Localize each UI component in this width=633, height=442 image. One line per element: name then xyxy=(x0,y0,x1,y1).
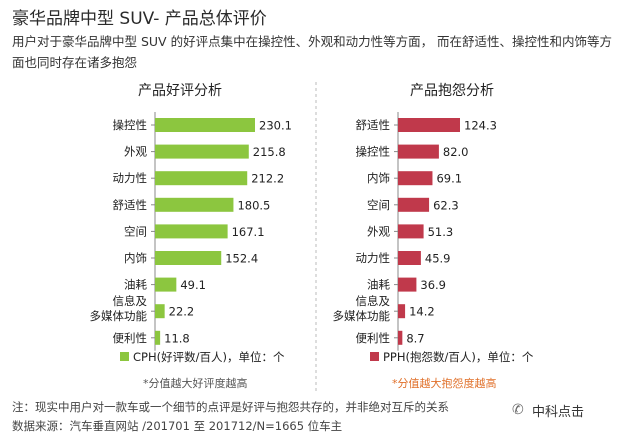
category-label: 空间 xyxy=(124,224,147,238)
chart-footnote: *分值越大好评度越高 xyxy=(143,376,248,390)
wechat-icon: ✆ xyxy=(512,402,524,418)
bar-1-8 xyxy=(398,330,403,345)
bar-1-2 xyxy=(398,171,433,186)
data-label: 62.3 xyxy=(433,198,459,212)
source-text: 数据来源：汽车垂直网站 /201701 至 201712/N=1665 位车主 xyxy=(12,419,343,433)
data-label: 36.9 xyxy=(420,278,446,292)
bar-0-8 xyxy=(155,330,161,345)
category-label: 信息及多媒体功能 xyxy=(90,294,148,323)
category-label: 油耗 xyxy=(367,278,390,292)
data-label: 45.9 xyxy=(425,252,451,266)
data-label: 212.2 xyxy=(251,172,284,186)
data-label: 124.3 xyxy=(464,119,497,133)
data-label: 167.1 xyxy=(232,225,265,239)
category-label: 外观 xyxy=(367,224,390,238)
category-label: 信息及多媒体功能 xyxy=(333,294,391,323)
chart-title: 产品抱怨分析 xyxy=(410,83,494,99)
note-text: 注：现实中用户对一款车或一个细节的点评是好评与抱怨共存的，并非绝对互斥的关系 xyxy=(12,400,449,414)
page-subtitle: 用户对于豪华品牌中型 SUV 的好评点集中在操控性、外观和动力性等方面， 而在舒… xyxy=(12,34,613,70)
category-label: 便利性 xyxy=(356,331,391,345)
category-label: 空间 xyxy=(367,198,390,212)
data-label: 215.8 xyxy=(253,145,286,159)
data-label: 11.8 xyxy=(164,331,190,345)
bar-1-7 xyxy=(398,304,406,319)
data-label: 152.4 xyxy=(225,252,258,266)
watermark: 中科点击 xyxy=(532,405,585,420)
legend-swatch xyxy=(120,352,129,361)
legend-label: CPH(好评数/百人)，单位：个 xyxy=(133,350,285,364)
data-label: 180.5 xyxy=(237,198,270,212)
bar-0-4 xyxy=(155,224,228,239)
chart-footnote: *分值越大抱怨度越高 xyxy=(392,376,497,390)
bar-0-7 xyxy=(155,304,165,319)
data-label: 8.7 xyxy=(406,331,424,345)
bar-0-5 xyxy=(155,251,222,265)
data-label: 14.2 xyxy=(409,305,435,319)
bar-1-1 xyxy=(398,144,439,159)
bar-1-0 xyxy=(398,118,460,132)
category-label: 操控性 xyxy=(356,145,391,159)
bar-1-5 xyxy=(398,251,421,265)
category-label: 便利性 xyxy=(113,331,148,345)
bar-0-6 xyxy=(155,277,177,292)
bar-0-1 xyxy=(155,144,249,159)
category-label: 动力性 xyxy=(113,171,148,185)
bar-0-0 xyxy=(155,118,255,132)
data-label: 69.1 xyxy=(436,172,462,186)
category-label: 内饰 xyxy=(124,251,147,265)
page-title: 豪华品牌中型 SUV- 产品总体评价 xyxy=(12,9,267,29)
legend-swatch xyxy=(370,352,379,361)
data-label: 22.2 xyxy=(169,305,195,319)
legend-label: PPH(抱怨数/百人)，单位：个 xyxy=(383,350,534,364)
data-label: 82.0 xyxy=(443,145,469,159)
bar-1-6 xyxy=(398,277,417,292)
data-label: 51.3 xyxy=(428,225,454,239)
category-label: 动力性 xyxy=(356,251,391,265)
bar-0-3 xyxy=(155,197,234,212)
category-label: 舒适性 xyxy=(356,118,391,132)
category-label: 操控性 xyxy=(113,118,148,132)
chart-title: 产品好评分析 xyxy=(138,83,222,99)
category-label: 外观 xyxy=(124,145,147,159)
data-label: 49.1 xyxy=(180,278,206,292)
category-label: 内饰 xyxy=(367,171,390,185)
data-label: 230.1 xyxy=(259,119,292,133)
bar-1-4 xyxy=(398,224,424,239)
category-label: 舒适性 xyxy=(113,198,148,212)
bar-0-2 xyxy=(155,171,248,186)
category-label: 油耗 xyxy=(124,278,147,292)
bar-1-3 xyxy=(398,197,430,212)
